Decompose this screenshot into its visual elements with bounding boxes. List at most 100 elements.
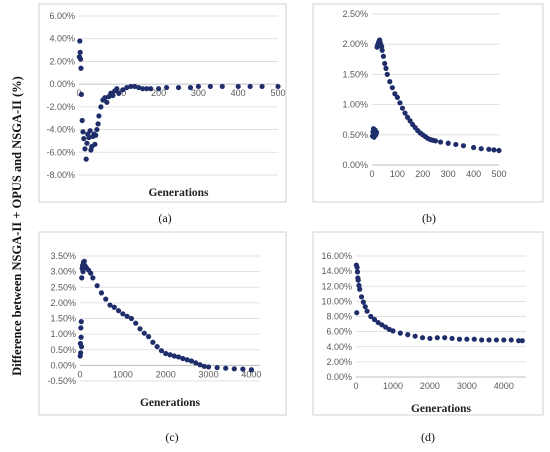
data-point: [81, 258, 87, 264]
y-tick-label: 6.00%: [49, 11, 75, 21]
data-point: [78, 325, 84, 331]
data-point: [94, 283, 100, 289]
chart-frame-b: [312, 3, 544, 203]
x-axis-title: Generations: [411, 403, 472, 415]
shared-y-axis-label: Difference between NSGA-II + OPUS and NS…: [10, 76, 24, 376]
panel-label-c: (c): [165, 430, 178, 444]
data-point: [371, 316, 378, 323]
data-point: [78, 65, 84, 71]
data-point: [389, 85, 395, 91]
data-point: [412, 333, 418, 339]
data-point: [390, 328, 396, 334]
data-point: [103, 296, 109, 302]
data-point: [107, 302, 113, 308]
data-point: [394, 94, 400, 100]
data-point: [404, 114, 411, 120]
data-point: [180, 355, 186, 362]
x-tick-label: 100: [390, 169, 405, 179]
data-point: [405, 332, 411, 338]
data-point: [102, 95, 108, 101]
x-tick-label: 300: [441, 169, 456, 179]
data-point: [193, 360, 199, 366]
data-point: [516, 338, 522, 344]
data-point: [136, 84, 142, 91]
x-tick-label: 200: [151, 88, 166, 98]
y-tick-label: -8.00%: [46, 170, 75, 180]
x-tick-label: 1000: [113, 369, 133, 379]
data-point: [88, 270, 94, 276]
x-tick-label: 3000: [457, 381, 477, 391]
x-tick-label: 300: [191, 88, 206, 98]
y-tick-label: 0.50%: [342, 130, 368, 140]
data-point: [399, 105, 406, 111]
y-tick-label: 4.00%: [49, 34, 75, 44]
data-point: [137, 326, 143, 332]
x-axis-title: Generations: [140, 397, 201, 409]
y-tick-label: 2.00%: [342, 39, 368, 49]
data-point: [491, 147, 497, 153]
data-point: [397, 330, 403, 336]
data-point: [128, 315, 135, 322]
data-point: [133, 320, 139, 326]
data-point: [486, 337, 492, 343]
data-point: [78, 334, 84, 340]
x-tick-label: 1000: [383, 381, 403, 391]
data-point: [248, 367, 255, 373]
data-point: [460, 143, 467, 149]
data-point: [275, 83, 281, 90]
data-point: [77, 49, 83, 55]
y-tick-label: 2.50%: [342, 9, 368, 19]
x-tick-label: 0: [76, 88, 81, 98]
x-tick-label: 4000: [241, 369, 261, 379]
y-tick-label: 3.00%: [50, 267, 76, 277]
chart-panel-b: 2.50% 2.00% 1.50% 1.00% 0.50% 0.00%0 100 200 300…: [312, 3, 544, 203]
data-point: [384, 71, 390, 77]
data-point: [82, 146, 88, 152]
data-point: [387, 79, 393, 85]
data-point: [128, 83, 134, 90]
data-point: [501, 337, 507, 343]
y-tick-label: 8.00%: [326, 312, 352, 322]
data-point: [140, 86, 146, 92]
data-point: [79, 275, 85, 281]
data-point: [95, 121, 101, 127]
data-point: [364, 308, 370, 314]
data-point: [79, 117, 85, 124]
data-point: [449, 335, 455, 342]
data-point: [380, 53, 387, 59]
data-point: [402, 110, 408, 116]
data-point: [397, 100, 403, 106]
data-point: [197, 362, 203, 368]
data-point: [508, 337, 514, 343]
data-point: [154, 344, 160, 350]
data-point: [83, 156, 89, 162]
data-point: [519, 338, 525, 344]
data-point: [145, 334, 152, 340]
data-point: [163, 350, 169, 357]
data-point: [355, 277, 361, 283]
y-tick-label: 4.00%: [326, 342, 352, 352]
data-point: [81, 136, 87, 142]
y-tick-label: -0.50%: [47, 376, 76, 386]
data-point: [358, 294, 365, 300]
data-point: [471, 144, 477, 151]
data-point: [368, 313, 374, 320]
data-point: [379, 47, 385, 53]
data-point: [111, 304, 117, 310]
data-point: [464, 336, 470, 342]
data-point: [171, 353, 177, 359]
y-tick-label: 0.50%: [50, 345, 76, 355]
x-tick-label: 2000: [156, 369, 176, 379]
data-point: [120, 311, 126, 317]
data-point: [77, 38, 83, 44]
data-point: [373, 129, 380, 135]
data-point: [115, 308, 122, 314]
data-point: [78, 344, 85, 350]
x-tick-label: 400: [231, 88, 246, 98]
data-point: [247, 83, 253, 90]
data-point: [383, 65, 389, 71]
data-point: [434, 335, 440, 341]
data-point: [150, 339, 156, 345]
chart-panel-a: 6.00% 4.00% 2.00% 0.00% -2.00% -4.00% -6.00% -8…: [38, 3, 287, 203]
